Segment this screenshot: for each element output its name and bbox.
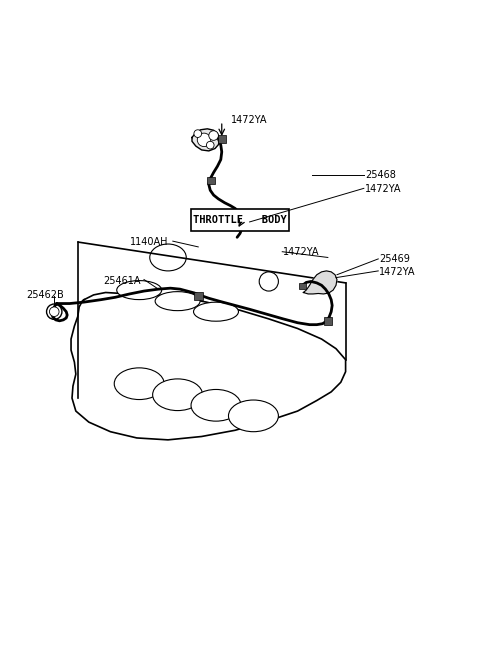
Bar <box>194 292 203 300</box>
Polygon shape <box>303 271 337 294</box>
Text: 1472YA: 1472YA <box>231 115 268 125</box>
Text: 25462B: 25462B <box>26 290 64 300</box>
Ellipse shape <box>114 368 164 399</box>
Ellipse shape <box>193 302 239 321</box>
Circle shape <box>206 141 214 149</box>
Circle shape <box>197 133 211 147</box>
Text: THROTTLE   BODY: THROTTLE BODY <box>193 215 287 225</box>
Ellipse shape <box>155 292 200 311</box>
Text: 25469: 25469 <box>379 254 410 264</box>
Ellipse shape <box>153 379 203 411</box>
Ellipse shape <box>117 281 162 300</box>
FancyBboxPatch shape <box>191 209 289 231</box>
Bar <box>238 219 245 226</box>
Bar <box>207 177 215 184</box>
Text: 1140AH: 1140AH <box>130 237 168 247</box>
Bar <box>299 283 306 289</box>
Circle shape <box>49 307 59 317</box>
Bar <box>324 317 332 325</box>
Text: 1472YA: 1472YA <box>379 267 416 277</box>
Ellipse shape <box>191 390 241 421</box>
Polygon shape <box>71 292 346 440</box>
Circle shape <box>194 130 202 137</box>
Circle shape <box>209 131 218 141</box>
Bar <box>218 135 226 143</box>
Text: 1472YA: 1472YA <box>283 246 320 257</box>
Ellipse shape <box>228 400 278 432</box>
Text: 1472YA: 1472YA <box>365 185 401 194</box>
Polygon shape <box>192 129 220 151</box>
Text: 25461A: 25461A <box>103 275 141 286</box>
Text: 25468: 25468 <box>365 170 396 180</box>
